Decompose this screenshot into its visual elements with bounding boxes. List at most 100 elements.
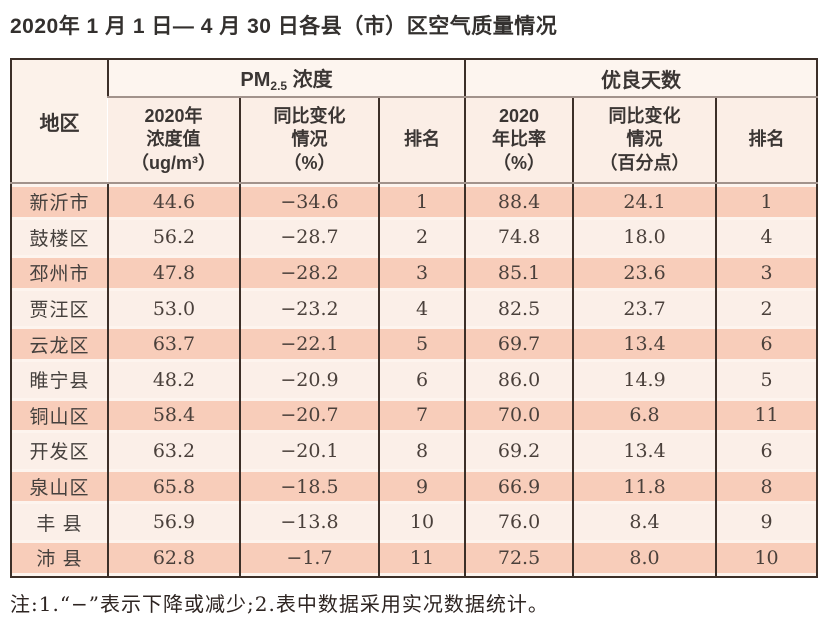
cell-good-rank: 8 bbox=[715, 468, 818, 505]
cell-good-change: 8.0 bbox=[572, 539, 717, 577]
cell-pm-value: 63.7 bbox=[107, 326, 240, 362]
column-header-pm-rank: 排名 bbox=[377, 97, 466, 184]
table-body: 新沂市 44.6 −34.6 1 88.4 24.1 1 鼓楼区 56.2 −2… bbox=[11, 183, 818, 577]
table-row: 开发区 63.2 −20.1 8 69.2 13.4 6 bbox=[11, 433, 818, 469]
cell-good-change: 23.7 bbox=[572, 290, 717, 327]
table-row: 铜山区 58.4 −20.7 7 70.0 6.8 11 bbox=[11, 397, 818, 434]
cell-region: 睢宁县 bbox=[11, 361, 108, 398]
table-row: 泉山区 65.8 −18.5 9 66.9 11.8 8 bbox=[11, 468, 818, 505]
pm25-label-suffix: 浓度 bbox=[287, 69, 333, 91]
cell-good-ratio: 86.0 bbox=[464, 361, 574, 398]
cell-pm-rank: 4 bbox=[377, 290, 466, 327]
cell-region: 新沂市 bbox=[11, 183, 108, 220]
cell-good-change: 11.8 bbox=[572, 468, 717, 505]
cell-good-rank: 10 bbox=[715, 539, 818, 577]
cell-good-ratio: 74.8 bbox=[464, 219, 574, 256]
cell-pm-value: 48.2 bbox=[107, 361, 240, 398]
cell-pm-change: −23.2 bbox=[239, 290, 379, 327]
column-group-pm25: PM2.5 浓度 bbox=[106, 59, 466, 98]
cell-good-ratio: 70.0 bbox=[464, 397, 574, 434]
cell-region: 丰 县 bbox=[11, 504, 108, 540]
cell-good-change: 13.4 bbox=[572, 326, 717, 362]
column-header-region: 地区 bbox=[11, 59, 108, 184]
column-header-good-rank: 排名 bbox=[715, 97, 818, 184]
cell-region: 鼓楼区 bbox=[11, 219, 108, 256]
cell-region: 邳州市 bbox=[11, 255, 108, 291]
cell-good-ratio: 85.1 bbox=[464, 255, 574, 291]
pm25-label-prefix: PM bbox=[240, 69, 271, 91]
table-row: 沛 县 62.8 −1.7 11 72.5 8.0 10 bbox=[11, 539, 818, 577]
cell-pm-rank: 8 bbox=[377, 433, 466, 469]
cell-region: 沛 县 bbox=[11, 539, 108, 577]
table-row: 新沂市 44.6 −34.6 1 88.4 24.1 1 bbox=[11, 183, 818, 220]
column-header-pm-value: 2020年 浓度值 （ug/m³） bbox=[108, 97, 240, 184]
cell-pm-value: 62.8 bbox=[107, 539, 240, 577]
cell-pm-rank: 5 bbox=[377, 326, 466, 362]
cell-good-rank: 9 bbox=[715, 504, 818, 540]
table-row: 丰 县 56.9 −13.8 10 76.0 8.4 9 bbox=[11, 504, 818, 540]
pm25-label-subscript: 2.5 bbox=[270, 79, 288, 93]
page-title: 2020年 1 月 1 日— 4 月 30 日各县（市）区空气质量情况 bbox=[10, 15, 558, 38]
table-row: 邳州市 47.8 −28.2 3 85.1 23.6 3 bbox=[11, 255, 818, 291]
cell-region: 云龙区 bbox=[11, 326, 108, 362]
cell-pm-rank: 11 bbox=[377, 539, 466, 577]
cell-pm-rank: 7 bbox=[377, 397, 466, 434]
cell-region: 铜山区 bbox=[11, 397, 108, 434]
cell-good-ratio: 82.5 bbox=[464, 290, 574, 327]
cell-pm-value: 53.0 bbox=[107, 290, 240, 327]
cell-good-rank: 6 bbox=[715, 326, 818, 362]
cell-good-change: 18.0 bbox=[572, 219, 717, 256]
column-header-pm-change: 同比变化 情况 （%） bbox=[239, 97, 379, 184]
cell-good-rank: 11 bbox=[715, 397, 818, 434]
cell-region: 开发区 bbox=[11, 433, 108, 469]
footnote: 注:1.“−”表示下降或减少;2.表中数据采用实况数据统计。 bbox=[10, 592, 549, 616]
cell-pm-change: −20.9 bbox=[239, 361, 379, 398]
cell-good-ratio: 72.5 bbox=[464, 539, 574, 577]
cell-good-change: 8.4 bbox=[572, 504, 717, 540]
column-header-good-change: 同比变化 情况 （百分点） bbox=[572, 97, 717, 184]
column-group-good-days: 优良天数 bbox=[464, 59, 818, 98]
cell-pm-change: −20.7 bbox=[239, 397, 379, 434]
cell-pm-change: −34.6 bbox=[239, 183, 379, 220]
air-quality-table: 地区 PM2.5 浓度 优良天数 2020年 浓度值 （ug/m³） 同比变化 … bbox=[10, 58, 819, 578]
cell-pm-value: 56.9 bbox=[107, 504, 240, 540]
cell-pm-change: −28.7 bbox=[239, 219, 379, 256]
cell-pm-rank: 3 bbox=[377, 255, 466, 291]
cell-good-ratio: 69.7 bbox=[464, 326, 574, 362]
cell-pm-change: −18.5 bbox=[239, 468, 379, 505]
cell-region: 贾汪区 bbox=[11, 290, 108, 327]
cell-pm-rank: 6 bbox=[377, 361, 466, 398]
cell-good-change: 24.1 bbox=[572, 183, 717, 220]
table-row: 云龙区 63.7 −22.1 5 69.7 13.4 6 bbox=[11, 326, 818, 362]
cell-good-rank: 5 bbox=[715, 361, 818, 398]
cell-region: 泉山区 bbox=[11, 468, 108, 505]
table-sub-header-row: 2020年 浓度值 （ug/m³） 同比变化 情况 （%） 排名 2020 年比… bbox=[11, 97, 818, 184]
cell-good-ratio: 66.9 bbox=[464, 468, 574, 505]
cell-pm-value: 65.8 bbox=[107, 468, 240, 505]
column-header-good-ratio: 2020 年比率 （%） bbox=[464, 97, 574, 184]
cell-pm-rank: 9 bbox=[377, 468, 466, 505]
cell-pm-value: 44.6 bbox=[107, 183, 240, 220]
cell-good-change: 6.8 bbox=[572, 397, 717, 434]
cell-good-change: 23.6 bbox=[572, 255, 717, 291]
cell-pm-rank: 2 bbox=[377, 219, 466, 256]
cell-pm-value: 58.4 bbox=[107, 397, 240, 434]
cell-good-rank: 4 bbox=[715, 219, 818, 256]
cell-good-rank: 2 bbox=[715, 290, 818, 327]
cell-pm-change: −1.7 bbox=[239, 539, 379, 577]
cell-good-rank: 1 bbox=[715, 183, 818, 220]
cell-good-rank: 6 bbox=[715, 433, 818, 469]
cell-pm-change: −28.2 bbox=[239, 255, 379, 291]
cell-pm-change: −22.1 bbox=[239, 326, 379, 362]
cell-pm-value: 63.2 bbox=[107, 433, 240, 469]
cell-good-change: 14.9 bbox=[572, 361, 717, 398]
table-row: 贾汪区 53.0 −23.2 4 82.5 23.7 2 bbox=[11, 290, 818, 327]
table-group-header-row: 地区 PM2.5 浓度 优良天数 bbox=[11, 59, 818, 184]
cell-good-ratio: 88.4 bbox=[464, 183, 574, 220]
cell-good-ratio: 76.0 bbox=[464, 504, 574, 540]
cell-pm-change: −13.8 bbox=[239, 504, 379, 540]
cell-pm-rank: 10 bbox=[377, 504, 466, 540]
cell-good-change: 13.4 bbox=[572, 433, 717, 469]
cell-pm-value: 56.2 bbox=[107, 219, 240, 256]
